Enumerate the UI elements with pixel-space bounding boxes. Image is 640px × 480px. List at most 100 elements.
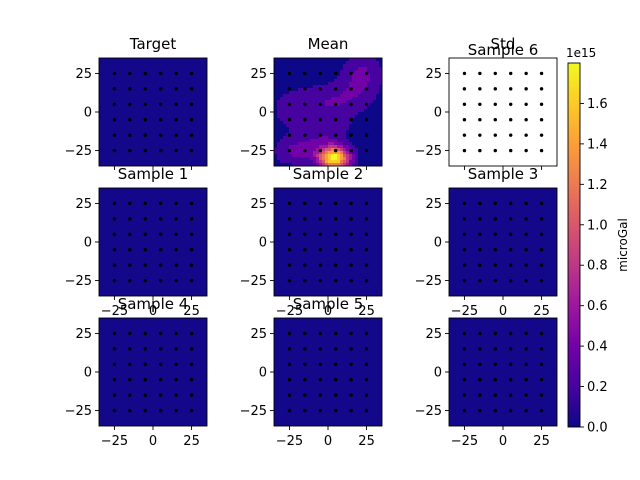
heatmap-cell [367,76,371,80]
heatmap-cell [307,97,311,101]
heatmap-cell [355,157,359,161]
heatmap-cell [376,121,380,125]
heatmap-cell [343,82,347,86]
sensor-point [462,133,467,137]
heatmap-cell [304,145,308,149]
sensor-point [174,232,178,236]
heatmap-cell [343,157,347,161]
heatmap-cell [376,160,380,164]
heatmap-cell [313,157,317,161]
sensor-point [539,217,544,221]
sensor-point [143,232,147,236]
heatmap-cell [304,64,308,68]
heatmap-cell [307,100,311,104]
heatmap-cell [376,148,380,152]
sensor-point [478,248,482,252]
heatmap-cell [346,88,350,92]
heatmap-cell [334,100,338,104]
colorbar-tick-label: 0.2 [587,380,608,395]
sensor-point [539,133,544,137]
heatmap-cell [304,67,308,71]
heatmap-cell [304,94,308,98]
heatmap-cell [274,148,278,152]
panel-title: Sample 6 [468,41,539,59]
heatmap-cell [358,61,362,65]
heatmap-cell [334,151,338,155]
heatmap-cell [295,73,299,77]
sensor-point [143,378,147,382]
y-tick-label: 0 [434,366,442,381]
sensor-point [334,102,338,106]
heatmap-cell [301,70,305,74]
sensor-point [539,347,544,351]
heatmap-cell [295,70,299,74]
heatmap-cell [358,121,362,125]
heatmap-cell [367,139,371,143]
sensor-point [493,347,497,351]
heatmap-cell [325,76,329,80]
sensor-point [143,408,147,413]
heatmap-cell [286,127,290,131]
sensor-point [493,278,497,283]
heatmap-cell [349,124,353,128]
heatmap-cell [307,91,311,95]
sensor-point [509,331,513,336]
sensor-point [478,148,482,153]
heatmap-cell [325,73,329,77]
sensor-point [112,87,117,91]
heatmap-cell [283,112,287,116]
heatmap-cell [322,136,326,140]
sensor-point [349,102,353,106]
heatmap-cell [376,94,380,98]
heatmap-cell [301,97,305,101]
heatmap-cell [286,73,290,77]
sensor-point [478,102,482,106]
sensor-point [509,71,513,76]
heatmap-cell [367,121,371,125]
sensor-point [159,118,163,122]
heatmap-cell [292,118,296,122]
heatmap-cell [373,100,377,104]
sensor-point [287,232,292,236]
heatmap-cell [298,67,302,71]
heatmap-cell [301,67,305,71]
heatmap-cell [349,154,353,158]
heatmap-cell [316,88,320,92]
heatmap-cell [373,79,377,83]
heatmap-cell [292,61,296,65]
heatmap-cell [376,109,380,113]
heatmap-cell [325,85,329,89]
heatmap-cell [376,139,380,143]
heatmap-cell [367,148,371,152]
heatmap-cell [283,130,287,134]
heatmap-cell [358,130,362,134]
sensor-point [493,201,497,206]
heatmap-cell [274,94,278,98]
heatmap-cell [376,61,380,65]
sensor-point [364,118,369,122]
sensor-point [349,263,353,267]
heatmap-cell [352,130,356,134]
heatmap-cell [361,160,365,164]
heatmap-cell [274,133,278,137]
heatmap-cell [370,58,374,62]
x-tick-label: 0 [499,304,507,319]
heatmap-cell [295,91,299,95]
heatmap-cell [346,79,350,83]
heatmap-cell [307,151,311,155]
heatmap-cell [280,154,284,158]
heatmap-cell [343,103,347,107]
heatmap-cell [340,64,344,68]
y-tick-label: −25 [65,144,92,159]
sensor-point [143,331,147,336]
heatmap-cell [319,127,323,131]
heatmap-cell [370,106,374,110]
heatmap-cell [310,145,314,149]
heatmap-cell [325,91,329,95]
heatmap-cell [274,160,278,164]
heatmap-cell [343,67,347,71]
heatmap-cell [337,151,341,155]
sensor-point [189,393,194,397]
heatmap-cell [283,91,287,95]
heatmap-cell [280,97,284,101]
